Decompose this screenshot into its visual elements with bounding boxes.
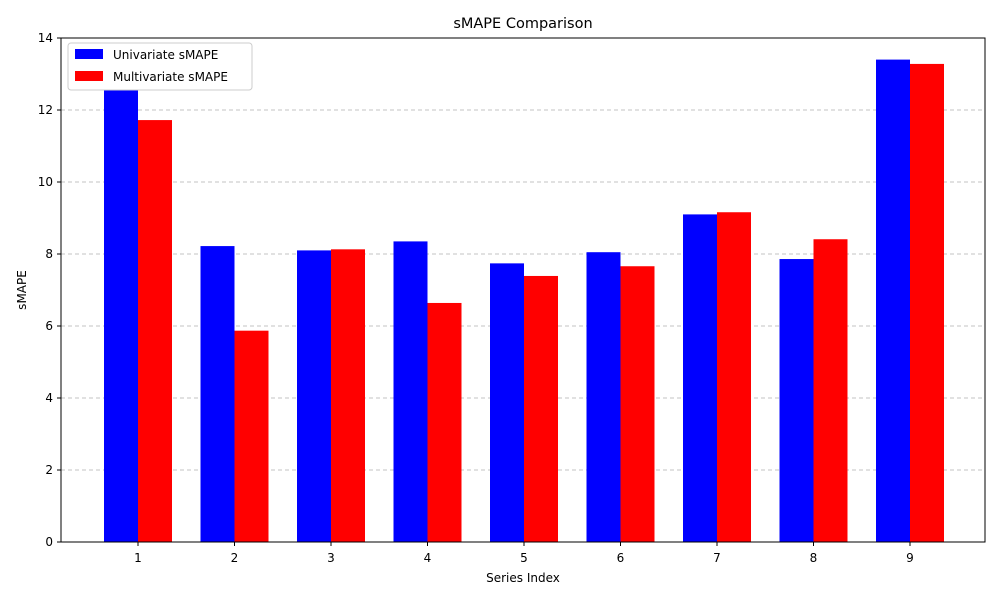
y-tick-label: 6: [45, 319, 53, 333]
bar-univariate-1: [104, 90, 138, 542]
x-tick-label: 4: [424, 551, 432, 565]
bar-multivariate-9: [910, 63, 944, 543]
x-axis-label: Series Index: [486, 571, 560, 585]
legend: Univariate sMAPE Multivariate sMAPE: [67, 42, 253, 91]
legend-swatch-multivariate: [75, 71, 103, 81]
bars: [104, 59, 944, 543]
bar-univariate-8: [779, 259, 814, 542]
bar-multivariate-2: [234, 330, 269, 542]
y-tick-label: 2: [45, 463, 53, 477]
x-tick-label: 7: [713, 551, 721, 565]
x-tick-label: 6: [617, 551, 625, 565]
bar-multivariate-8: [813, 239, 848, 543]
legend-label-univariate: Univariate sMAPE: [113, 48, 218, 62]
x-tick-label: 5: [520, 551, 528, 565]
x-tick-label: 2: [231, 551, 239, 565]
y-tick-label: 14: [38, 31, 53, 45]
bar-univariate-5: [490, 263, 524, 542]
bar-multivariate-1: [138, 120, 172, 542]
bar-univariate-7: [683, 214, 717, 542]
x-tick-label: 9: [906, 551, 914, 565]
bar-multivariate-5: [524, 275, 558, 542]
y-axis: 0 2 4 6 8 10 12 14: [38, 31, 61, 549]
bar-univariate-4: [393, 241, 428, 542]
legend-label-multivariate: Multivariate sMAPE: [113, 70, 228, 84]
y-tick-label: 12: [38, 103, 53, 117]
bar-univariate-6: [586, 252, 621, 542]
plot-area-frame: [60, 37, 986, 543]
x-axis: 1 2 3 4 5 6 7 8 9: [134, 542, 914, 565]
bar-multivariate-6: [620, 266, 655, 542]
y-tick-label: 0: [45, 535, 53, 549]
chart-title: sMAPE Comparison: [453, 16, 592, 32]
y-tick-label: 8: [45, 247, 53, 261]
legend-frame: [67, 42, 253, 91]
bar-multivariate-7: [717, 212, 751, 543]
bar-univariate-3: [297, 250, 331, 542]
x-tick-label: 1: [134, 551, 142, 565]
x-tick-label: 3: [327, 551, 335, 565]
bar-univariate-9: [876, 59, 910, 542]
legend-swatch-univariate: [75, 49, 103, 59]
y-tick-label: 10: [38, 175, 53, 189]
bar-univariate-2: [200, 246, 235, 542]
x-tick-label: 8: [810, 551, 818, 565]
y-axis-label: sMAPE: [15, 270, 29, 310]
bar-multivariate-4: [427, 302, 462, 542]
y-tick-label: 4: [45, 391, 53, 405]
bar-multivariate-3: [331, 249, 365, 542]
